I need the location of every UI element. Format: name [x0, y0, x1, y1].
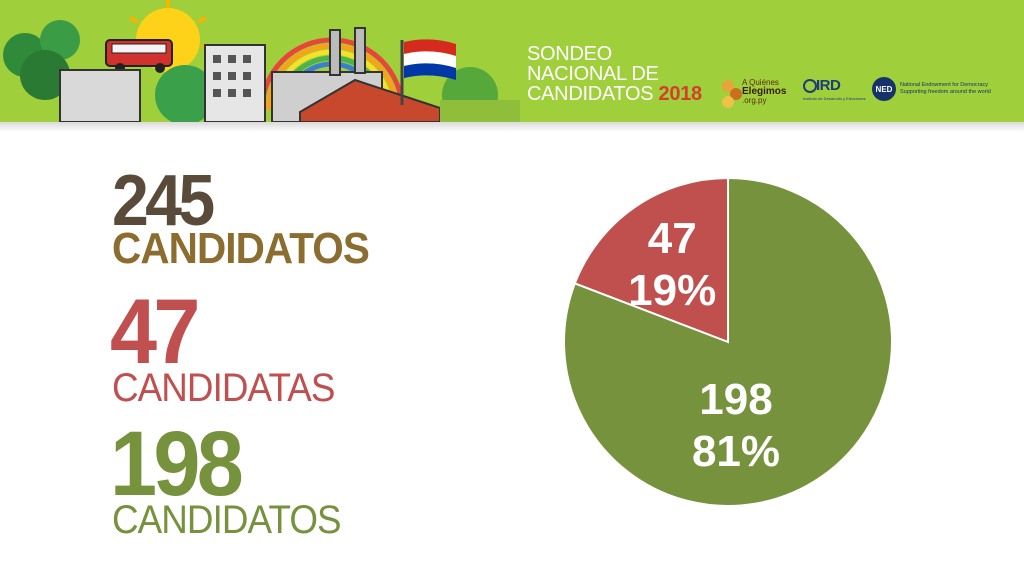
- survey-title-line: CANDIDATOS 2018: [527, 84, 717, 104]
- banner-divider: [0, 122, 1024, 132]
- women-candidates-label: CANDIDATAS: [112, 366, 335, 410]
- logo-text-small: A Quiénes: [742, 78, 779, 87]
- survey-title-line: SONDEO: [527, 43, 612, 65]
- survey-title-line: NACIONAL DE: [527, 63, 659, 85]
- logo-text-sub: Supporting freedom around the world: [900, 89, 991, 95]
- ned-logo: NED National Endowment for Democracy Sup…: [872, 77, 991, 101]
- town-illustration: [0, 0, 520, 122]
- total-candidates-label: CANDIDATOS: [112, 224, 370, 273]
- total-candidates-number: 245: [112, 161, 215, 241]
- women-candidates-number: 47: [110, 281, 200, 383]
- paraguay-flag-icon: [400, 39, 456, 105]
- logo-text: IRD: [816, 77, 841, 94]
- logo-text-main: Elegimos: [742, 86, 787, 97]
- pie-slice: [563, 176, 893, 507]
- ird-logo: IRD Instituto de Desarrollo y Elecciones: [803, 77, 865, 105]
- logo-text: National Endowment for Democracy Support…: [900, 82, 991, 96]
- logo-text: A Quiénes Elegimos .org.py: [742, 78, 786, 105]
- pie-slice-count-label: 198: [699, 375, 772, 424]
- men-candidates-label: CANDIDATOS: [112, 498, 342, 542]
- logo-text-sub: Instituto de Desarrollo y Elecciones: [803, 96, 866, 101]
- survey-title: SONDEO NACIONAL DE CANDIDATOS 2018: [527, 44, 717, 104]
- men-candidates-number: 198: [110, 413, 244, 515]
- a-quienes-elegimos-logo: A Quiénes Elegimos .org.py: [720, 76, 792, 112]
- people-icon: [722, 80, 742, 108]
- ird-mark-icon: [803, 79, 817, 93]
- pie-slice-percent-label: 81%: [692, 427, 780, 476]
- bus-icon: [105, 39, 173, 73]
- ned-badge: NED: [872, 77, 896, 101]
- buildings-icon: [59, 27, 520, 122]
- pie-slice-percent-label: 19%: [628, 266, 716, 315]
- trees-icon: [3, 20, 498, 122]
- logo-text-main: National Endowment for Democracy: [900, 82, 989, 88]
- logo-text-sub: .org.py: [742, 96, 767, 105]
- header-banner: SONDEO NACIONAL DE CANDIDATOS 2018 A Qui…: [0, 0, 1024, 122]
- survey-year: 2018: [658, 83, 703, 105]
- pie-slice: [573, 176, 729, 344]
- survey-title-line-text: CANDIDATOS: [527, 83, 654, 105]
- pie-slice-count-label: 47: [648, 214, 697, 263]
